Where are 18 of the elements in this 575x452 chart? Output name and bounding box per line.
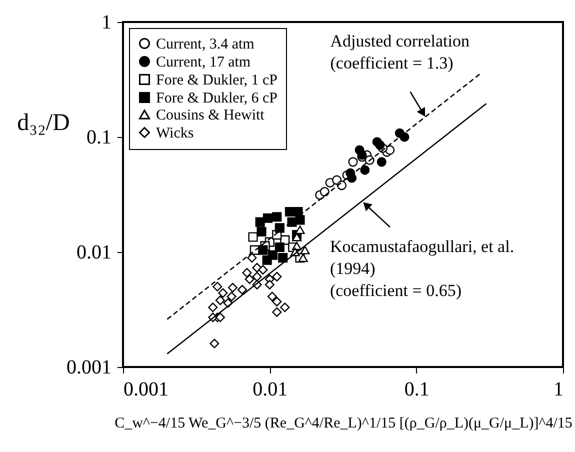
y-tick-label: 0.1 (86, 126, 112, 148)
y-axis-title: d₃₂/D (17, 110, 70, 136)
x-tick-label: 0.001 (124, 378, 168, 400)
y-tick-label: 0.01 (76, 242, 112, 264)
y-tick-label: 0.001 (66, 356, 112, 378)
legend-label: Current, 17 atm (156, 54, 251, 70)
annotation: Kocamustafaogullari, et al. (1994) (coefficient = 0.65) (330, 237, 514, 300)
legend-label: Fore & Dukler, 1 cP (156, 72, 278, 88)
y-tick-label: 1 (102, 12, 112, 34)
legend-label: Current, 3.4 atm (156, 36, 255, 52)
x-tick-label: 1 (554, 378, 564, 400)
x-tick-label: 0.1 (404, 378, 430, 400)
x-tick-label: 0.01 (252, 378, 288, 400)
legend-label: Cousins & Hewitt (156, 108, 266, 124)
legend-label: Fore & Dukler, 6 cP (156, 90, 278, 106)
legend-label: Wicks (156, 126, 194, 142)
x-axis-title: C_w^−4/15 We_G^−3/5 (Re_G^4/Re_L)^1/15 [(ρ_G/ρ_L)(μ_G/μ_L)]^4/15 (114, 416, 572, 432)
annotation: Adjusted correlation (coefficient = 1.3) (330, 32, 470, 73)
